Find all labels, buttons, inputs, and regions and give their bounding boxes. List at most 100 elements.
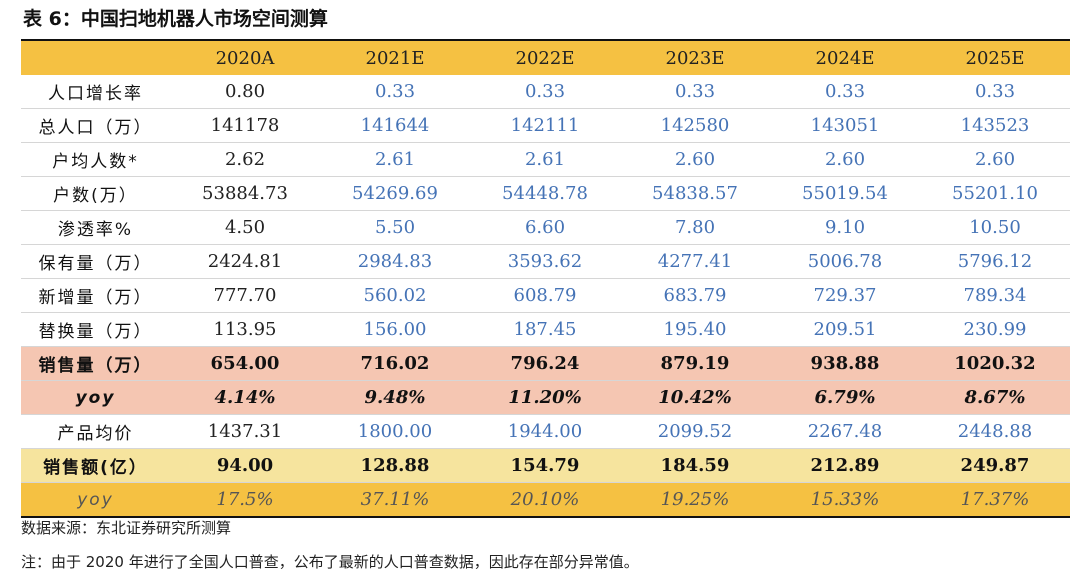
header-corner [21,39,170,75]
table-cell: 55019.54 [770,176,920,211]
table-row: yoy 4.14% 9.48% 11.20% 10.42% 6.79% 8.67% [21,380,1070,415]
table-row: 保有量（万） 2424.81 2984.83 3593.62 4277.41 5006.7… [21,244,1070,279]
table-cell: 2.60 [770,142,920,177]
table-cell: 141178 [170,108,320,143]
header-year: 2023E [620,39,770,75]
table-cell: 143051 [770,108,920,143]
table-cell: 54448.78 [470,176,620,211]
table-row: 人口增长率 0.80 0.33 0.33 0.33 0.33 0.33 [21,75,1070,109]
table-cell: 187.45 [470,312,620,347]
table-row: 产品均价 1437.31 1800.00 1944.00 2099.52 2267.48 2… [21,414,1070,449]
table-cell: 11.20% [470,380,620,415]
table-row: 总人口（万） 141178 141644 142111 142580 143051 1435… [21,108,1070,143]
market-table: 2020A 2021E 2022E 2023E 2024E 2025E 人口增长率 0.80 0… [21,39,1070,518]
table-cell: 54838.57 [620,176,770,211]
table-cell: 5.50 [320,210,470,245]
table-cell: 0.33 [620,75,770,109]
table-cell: 143523 [920,108,1070,143]
table-cell: 6.60 [470,210,620,245]
table-cell: 15.33% [770,482,920,518]
table-cell: 2984.83 [320,244,470,279]
table-cell: 2099.52 [620,414,770,449]
table-cell: 777.70 [170,278,320,313]
table-cell: 879.19 [620,346,770,381]
table-cell: 2448.88 [920,414,1070,449]
table-row: 户均人数* 2.62 2.61 2.61 2.60 2.60 2.60 [21,142,1070,177]
table-cell: 560.02 [320,278,470,313]
table-cell: 195.40 [620,312,770,347]
table-cell: 2.61 [320,142,470,177]
row-label: 销售额(亿） [21,448,170,483]
table-cell: 4.14% [170,380,320,415]
table-cell: 2.60 [920,142,1070,177]
table-cell: 1020.32 [920,346,1070,381]
table-cell: 212.89 [770,448,920,483]
table-cell: 209.51 [770,312,920,347]
table-cell: 1944.00 [470,414,620,449]
table-cell: 0.80 [170,75,320,109]
header-year: 2025E [920,39,1070,75]
table-cell: 2267.48 [770,414,920,449]
table-cell: 128.88 [320,448,470,483]
row-label: 户均人数* [21,142,170,177]
table-cell: 0.33 [920,75,1070,109]
table-cell: 20.10% [470,482,620,518]
data-source: 数据来源：东北证券研究所测算 [21,519,232,537]
row-label: 户数(万） [21,176,170,211]
table-cell: 184.59 [620,448,770,483]
table-cell: 142111 [470,108,620,143]
table-title: 表 6：中国扫地机器人市场空间测算 [23,8,328,30]
header-year: 2024E [770,39,920,75]
row-label: 渗透率% [21,210,170,245]
table-cell: 3593.62 [470,244,620,279]
header-year: 2022E [470,39,620,75]
row-label: 销售量（万） [21,346,170,381]
table-cell: 1800.00 [320,414,470,449]
table-cell: 54269.69 [320,176,470,211]
table-cell: 2424.81 [170,244,320,279]
table-row: 替换量（万） 113.95 156.00 187.45 195.40 209.51 230.… [21,312,1070,347]
table-cell: 53884.73 [170,176,320,211]
table-cell: 154.79 [470,448,620,483]
table-cell: 0.33 [320,75,470,109]
table-cell: 8.67% [920,380,1070,415]
table-cell: 938.88 [770,346,920,381]
table-cell: 789.34 [920,278,1070,313]
footnote: 注：由于 2020 年进行了全国人口普查，公布了最新的人口普查数据，因此存在部分… [21,553,639,571]
table-header-row: 2020A 2021E 2022E 2023E 2024E 2025E [21,39,1070,75]
table-cell: 113.95 [170,312,320,347]
table-cell: 9.48% [320,380,470,415]
table-cell: 17.5% [170,482,320,518]
table-cell: 4.50 [170,210,320,245]
table-cell: 17.37% [920,482,1070,518]
table-cell: 5006.78 [770,244,920,279]
table-cell: 716.02 [320,346,470,381]
table-cell: 7.80 [620,210,770,245]
table-cell: 230.99 [920,312,1070,347]
table-row: yoy 17.5% 37.11% 20.10% 19.25% 15.33% 17.37% [21,482,1070,518]
table-cell: 9.10 [770,210,920,245]
table-cell: 2.60 [620,142,770,177]
table-cell: 0.33 [770,75,920,109]
row-label: yoy [21,380,170,415]
row-label: 替换量（万） [21,312,170,347]
table-cell: 796.24 [470,346,620,381]
table-cell: 729.37 [770,278,920,313]
table-cell: 1437.31 [170,414,320,449]
header-year: 2020A [170,39,320,75]
table-cell: 4277.41 [620,244,770,279]
row-label: yoy [21,482,170,518]
row-label: 保有量（万） [21,244,170,279]
table-cell: 6.79% [770,380,920,415]
table-cell: 249.87 [920,448,1070,483]
table-cell: 608.79 [470,278,620,313]
table-cell: 10.50 [920,210,1070,245]
table-row: 销售量（万） 654.00 716.02 796.24 879.19 938.88 1020… [21,346,1070,381]
table-cell: 2.62 [170,142,320,177]
table-cell: 2.61 [470,142,620,177]
table-cell: 142580 [620,108,770,143]
row-label: 人口增长率 [21,75,170,109]
table-cell: 0.33 [470,75,620,109]
table-row: 销售额(亿） 94.00 128.88 154.79 184.59 212.89 249.8… [21,448,1070,483]
table-cell: 55201.10 [920,176,1070,211]
